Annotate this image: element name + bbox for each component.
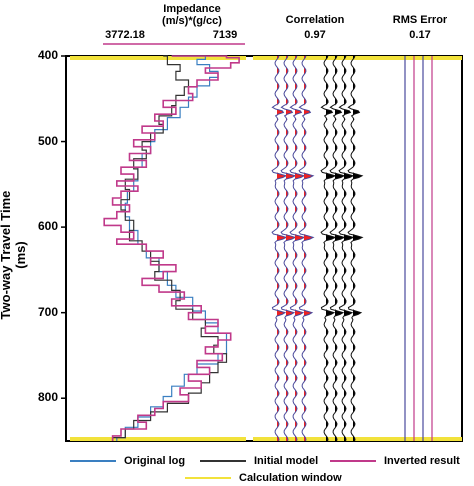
impedance-title-line1: Impedance [163,3,221,15]
legend-label: Original log [124,455,186,467]
seismic-trace [338,55,355,442]
correlation-value: 0.97 [304,29,326,41]
correlation-title: Correlation [285,14,345,26]
legend-swatch [200,460,246,462]
y-tick-label: 400 [37,48,58,62]
calculation-window [70,56,462,441]
rms-error-value: 0.17 [409,29,431,41]
legend-swatch [70,460,116,462]
synthetic-trace [271,55,288,442]
series-original-log [116,55,228,441]
impedance-logs [103,55,240,441]
impedance-max-label: 7139 [212,29,238,41]
impedance-min-label: 3772.18 [105,29,145,41]
legend-label: Initial model [254,455,319,467]
seismic-trace [320,55,337,442]
series-initial-model [112,55,228,441]
synthetic-traces [271,55,433,442]
legend-label: Inverted result [384,455,460,467]
legend-swatch [330,460,376,462]
impedance-title: Impedance (m/s)*(g/cc) [122,3,262,27]
y-tick-label: 500 [37,133,58,148]
y-tick-label: 600 [37,219,58,234]
synthetic-trace [298,55,315,442]
series-inverted-result [103,55,240,441]
legend-label: Calculation window [239,472,342,484]
rms-error-title: RMS Error [392,14,448,26]
y-tick-label: 800 [37,390,58,405]
y-tick-label: 700 [37,304,58,319]
synthetic-trace [280,55,297,442]
synthetic-trace [289,55,306,442]
legend-swatch [185,477,231,479]
seismic-trace [329,55,346,442]
plot-frame [65,55,463,442]
impedance-title-line2: (m/s)*(g/cc) [162,15,222,27]
seismic-trace [347,55,364,442]
